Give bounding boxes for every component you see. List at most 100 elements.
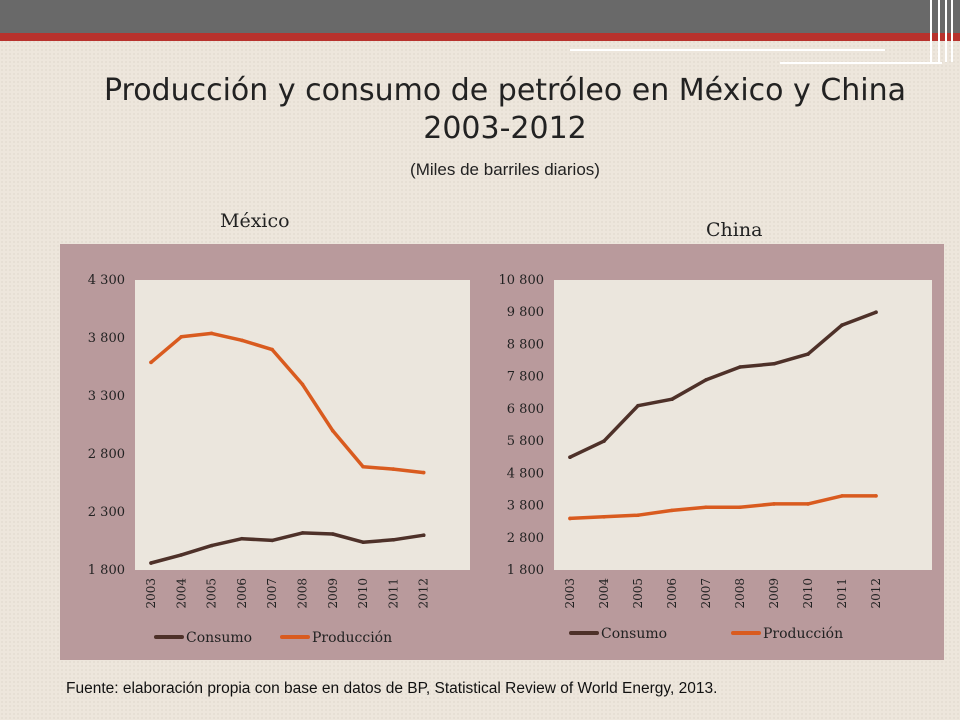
china-xtick-label: 2003 [563,578,577,609]
china-point-consumo [704,378,708,382]
page-title: Producción y consumo de petróleo en Méxi… [0,72,960,148]
china-legend-label-produccion: Producción [763,626,843,642]
china-point-consumo [636,403,640,408]
mexico-point-consumo [421,533,426,537]
china-ytick-label: 7 800 [507,370,544,385]
mexico-point-consumo [331,532,335,536]
mexico-point-produccion [391,467,396,471]
header-accent-line [570,49,885,51]
mexico-ytick-label: 1 800 [88,563,125,578]
header-stripe [945,0,947,62]
china-xtick-label: 2009 [767,578,781,609]
china-point-consumo [840,323,844,327]
mexico-point-consumo [300,531,305,535]
mexico-point-produccion [209,331,214,336]
china-xtick-label: 2008 [733,578,747,609]
china-ytick-label: 10 800 [499,273,545,288]
china-ytick-label: 6 800 [507,402,544,417]
page-subtitle: (Miles de barriles diarios) [410,160,600,179]
header-accent-line [780,62,942,64]
mexico-point-consumo [149,561,153,565]
china-point-consumo [874,310,878,315]
mexico-xtick-label: 2009 [326,578,340,609]
chart-china: 1 800 2 800 3 800 4 800 5 800 6 800 7 800 8 800… [480,272,932,642]
china-ytick-label: 3 800 [507,499,544,514]
mexico-ytick-label: 2 300 [88,505,125,520]
mexico-ytick-label: 4 300 [88,273,125,288]
china-legend-label-consumo: Consumo [601,626,667,642]
mexico-xtick-label: 2010 [356,578,370,609]
header-stripe [930,0,932,62]
mexico-point-produccion [300,382,305,387]
header-bar [0,0,960,33]
china-xtick-label: 2005 [631,578,645,609]
china-ytick-label: 8 800 [507,337,544,352]
china-xtick-label: 2011 [835,578,849,609]
chart-mexico: 1 800 2 300 2 800 3 300 3 800 4 300 2003 2004 20… [88,273,470,646]
mexico-point-produccion [270,347,274,352]
china-point-consumo [670,397,674,402]
mexico-ytick-label: 3 800 [88,331,125,346]
china-point-consumo [568,455,572,460]
source-note: Fuente: elaboración propia con base en d… [66,680,718,697]
chart-title-mexico: México [220,210,290,232]
china-series-line-produccion [568,494,878,521]
china-point-consumo [602,439,606,443]
mexico-xtick-label: 2006 [235,578,249,609]
mexico-xtick-label: 2003 [144,578,158,609]
china-xtick-label: 2004 [597,578,611,609]
chart-title-china: China [706,219,763,241]
mexico-legend-label-consumo: Consumo [186,630,252,646]
mexico-series-line-consumo [149,531,426,565]
mexico-legend-label-produccion: Producción [312,630,392,646]
mexico-ytick-label: 2 800 [88,447,125,462]
mexico-point-produccion [361,464,365,469]
mexico-point-produccion [421,470,426,475]
mexico-point-consumo [179,553,184,557]
china-ytick-label: 4 800 [507,466,544,481]
header-stripe [951,0,953,62]
china-point-produccion [840,494,844,498]
china-point-produccion [636,513,640,518]
mexico-point-consumo [391,538,396,542]
china-plot-area [554,280,932,570]
mexico-point-produccion [179,335,184,339]
china-point-produccion [806,502,810,506]
china-point-produccion [568,516,572,521]
mexico-xtick-label: 2008 [296,578,310,609]
mexico-series-line-produccion [149,331,426,475]
header-accent-band [0,33,960,41]
china-point-consumo [772,361,776,366]
page-title-line-2: 2003-2012 [423,111,587,146]
mexico-point-produccion [149,360,153,365]
mexico-point-consumo [270,538,274,543]
page-title-line-1: Producción y consumo de petróleo en Méxi… [103,73,907,108]
mexico-xtick-label: 2004 [174,578,188,609]
header-stripe [938,0,940,62]
mexico-xtick-label: 2011 [386,578,400,609]
china-ytick-label: 1 800 [507,563,544,578]
mexico-xtick-label: 2007 [265,578,279,609]
mexico-ytick-label: 3 300 [88,389,125,404]
charts-panel: 1 800 2 300 2 800 3 300 3 800 4 300 2003 2004 20… [60,244,944,660]
china-series-line-consumo [568,310,878,459]
mexico-point-produccion [240,338,244,343]
china-ytick-label: 2 800 [507,531,544,546]
china-point-produccion [602,515,606,519]
china-point-produccion [670,508,674,513]
china-ytick-label: 5 800 [507,434,544,449]
china-xtick-label: 2012 [869,578,883,609]
mexico-point-produccion [331,429,335,433]
china-xtick-label: 2007 [699,578,713,609]
china-xtick-label: 2010 [801,578,815,609]
china-point-produccion [738,505,742,509]
mexico-xtick-label: 2012 [417,578,431,609]
china-point-produccion [874,494,878,498]
china-point-consumo [806,352,810,356]
china-ytick-label: 9 800 [507,305,544,320]
mexico-plot-area [135,280,470,570]
mexico-point-consumo [209,543,214,548]
china-point-produccion [772,502,776,506]
china-xtick-label: 2006 [665,578,679,609]
mexico-xtick-label: 2005 [205,578,219,609]
